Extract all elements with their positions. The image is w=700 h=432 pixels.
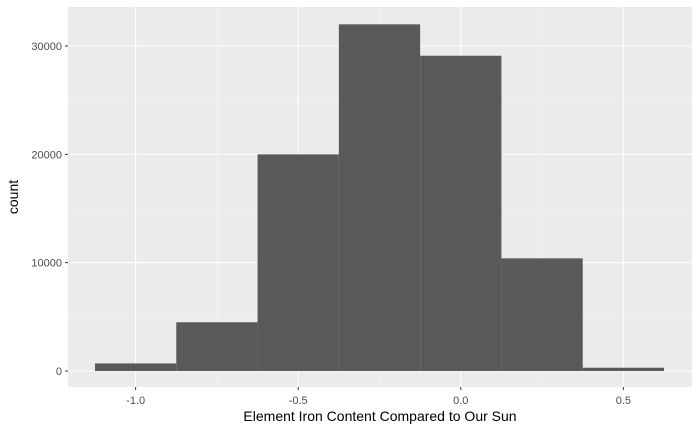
x-tick-label: -1.0 [126, 395, 145, 407]
x-tick-label: 0.0 [453, 395, 468, 407]
histogram-bar [176, 322, 258, 371]
histogram-bar [95, 363, 177, 371]
histogram-bar [420, 55, 502, 371]
histogram-bar [501, 258, 583, 371]
x-tick-label: 0.5 [616, 395, 631, 407]
y-tick-labels: 0 10000 20000 30000 [31, 41, 62, 378]
x-tick-labels: -1.0 -0.5 0.0 0.5 [126, 395, 631, 407]
histogram-bar [338, 24, 421, 371]
y-tick-label: 0 [56, 366, 62, 378]
y-tick-label: 30000 [31, 41, 62, 53]
x-tick-label: -0.5 [289, 395, 308, 407]
x-axis-title: Element Iron Content Compared to Our Sun [243, 408, 516, 424]
y-tick-label: 20000 [31, 149, 62, 161]
bars [95, 24, 664, 371]
histogram-bar [257, 154, 339, 371]
y-tick-label: 10000 [31, 258, 62, 270]
y-axis-title: count [5, 180, 21, 214]
histogram-bar [582, 367, 664, 371]
axis-ticks [65, 45, 624, 390]
